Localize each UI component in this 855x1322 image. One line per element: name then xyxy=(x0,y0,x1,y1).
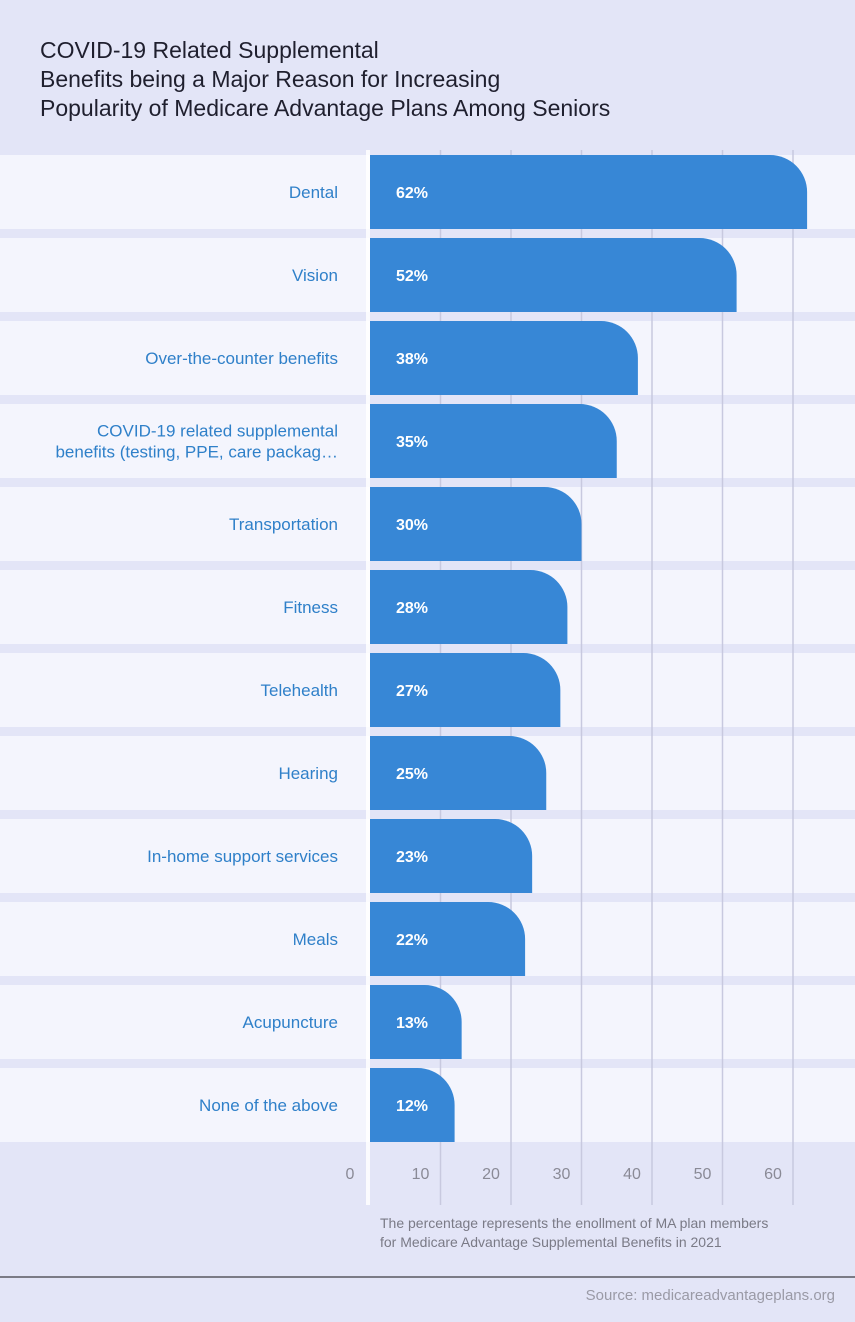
category-label: Acupuncture xyxy=(243,1013,338,1032)
x-tick-label: 40 xyxy=(623,1166,641,1183)
x-tick-label: 0 xyxy=(346,1166,355,1183)
bar-value-label: 13% xyxy=(396,1015,428,1032)
bar-value-label: 12% xyxy=(396,1098,428,1115)
bar xyxy=(370,653,561,727)
category-label: Over-the-counter benefits xyxy=(145,349,338,368)
category-label: Vision xyxy=(292,266,338,285)
category-label: Transportation xyxy=(229,515,338,534)
bar xyxy=(370,736,547,810)
bar xyxy=(370,238,737,312)
category-label: Fitness xyxy=(283,598,338,617)
zero-axis-line xyxy=(366,150,370,1205)
x-tick-label: 30 xyxy=(553,1166,571,1183)
bar-value-label: 22% xyxy=(396,932,428,949)
bar-value-label: 62% xyxy=(396,185,428,202)
bar xyxy=(370,985,462,1059)
bar-value-label: 38% xyxy=(396,351,428,368)
category-label: None of the above xyxy=(199,1096,338,1115)
bar-value-label: 28% xyxy=(396,600,428,617)
bar-value-label: 30% xyxy=(396,517,428,534)
bar xyxy=(370,570,568,644)
source-credit: Source: medicareadvantageplans.org xyxy=(585,1287,835,1304)
bar-value-label: 27% xyxy=(396,683,428,700)
x-tick-label: 20 xyxy=(482,1166,500,1183)
bar xyxy=(370,1068,455,1142)
bar-value-label: 35% xyxy=(396,434,428,451)
bar xyxy=(370,902,526,976)
category-label: In-home support services xyxy=(147,847,338,866)
chart-footnote: The percentage represents the enollment … xyxy=(380,1215,769,1250)
bar xyxy=(370,321,638,395)
bar-value-label: 52% xyxy=(396,268,428,285)
x-tick-label: 50 xyxy=(694,1166,712,1183)
chart-title: COVID-19 Related Supplemental Benefits b… xyxy=(40,37,611,121)
category-label: Meals xyxy=(293,930,338,949)
bar xyxy=(370,487,582,561)
category-label: Dental xyxy=(289,183,338,202)
category-label: Hearing xyxy=(278,764,338,783)
category-label: COVID-19 related supplemental benefits (t… xyxy=(55,422,338,462)
category-label: Telehealth xyxy=(260,681,338,700)
bar-value-label: 23% xyxy=(396,849,428,866)
bar-value-label: 25% xyxy=(396,766,428,783)
x-tick-label: 60 xyxy=(764,1166,782,1183)
bar xyxy=(370,155,808,229)
bar xyxy=(370,819,533,893)
x-tick-label: 10 xyxy=(412,1166,430,1183)
footer-divider xyxy=(0,1276,855,1278)
bar xyxy=(370,404,617,478)
